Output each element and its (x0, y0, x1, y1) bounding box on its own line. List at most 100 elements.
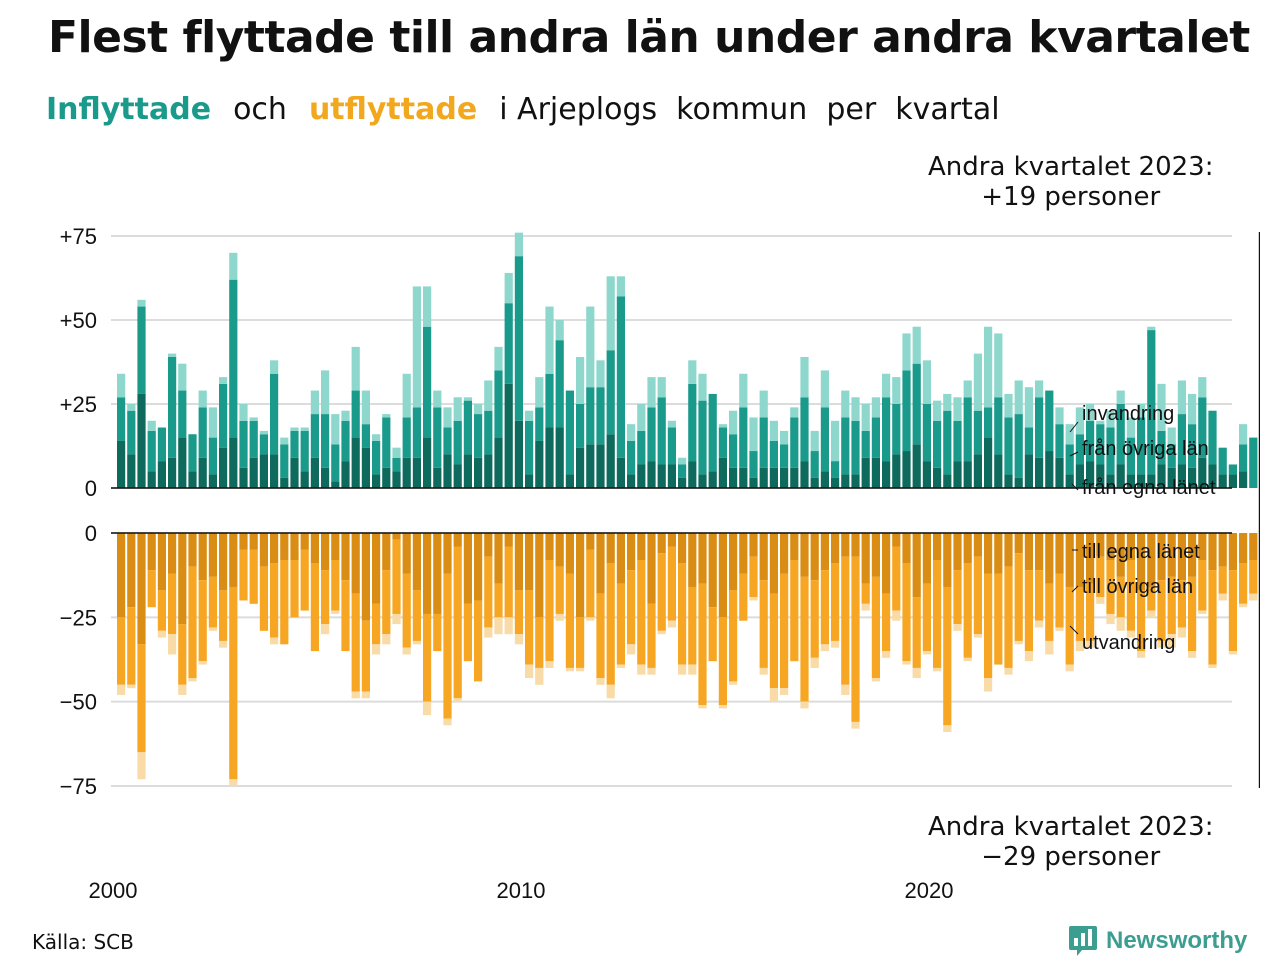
bar-out (902, 533, 911, 564)
subtitle-inflyttade: Inflyttade (46, 92, 212, 127)
bar-in (331, 414, 340, 445)
bar-in (616, 457, 625, 488)
bar-out (1045, 640, 1054, 655)
bar-in (994, 333, 1003, 398)
bar-out (739, 573, 748, 621)
bar-out (810, 657, 819, 668)
bar-out (1096, 556, 1105, 598)
bar-out (198, 661, 207, 665)
bar-in (892, 454, 901, 488)
bar-out (912, 597, 921, 668)
bar-out (1045, 583, 1054, 641)
bar-out (1177, 627, 1186, 638)
subtitle-och: och (233, 92, 287, 127)
bar-in (494, 346, 503, 371)
bar-out (912, 667, 921, 679)
bar-in (596, 387, 605, 445)
bar-out (525, 590, 534, 665)
bar-in (219, 377, 228, 384)
bar-in (484, 380, 493, 411)
bar-out (1147, 610, 1156, 618)
bar-in (790, 467, 799, 488)
bar-out (963, 533, 972, 564)
bar-out (137, 752, 146, 780)
series-label-out: till övriga län (1082, 576, 1193, 598)
bar-in (1065, 444, 1074, 475)
bar-out (127, 533, 136, 608)
bar-out (423, 533, 432, 614)
bar-out (249, 533, 258, 550)
x-tick-label: 2020 (905, 878, 954, 903)
bar-in (443, 427, 452, 455)
bar-out (708, 607, 717, 662)
bar-in (769, 420, 778, 441)
bar-out (372, 533, 381, 604)
bar-in (219, 447, 228, 488)
bar-in (892, 377, 901, 404)
bar-in (147, 430, 156, 472)
bar-in (780, 430, 789, 445)
annotation-bottom: Andra kvartalet 2023: −29 personer (928, 812, 1213, 872)
bar-out (729, 681, 738, 685)
bar-out (698, 533, 707, 584)
bar-out (321, 533, 330, 571)
bar-in (453, 420, 462, 465)
bar-out (963, 657, 972, 662)
bar-out (1055, 627, 1064, 631)
bar-in (412, 407, 421, 458)
bar-out (882, 651, 891, 658)
bar-in (137, 299, 146, 307)
bar-in (208, 437, 217, 475)
bar-in (831, 477, 840, 488)
series-label-in: från egna länet (1082, 477, 1216, 499)
bar-in (147, 420, 156, 431)
bar-in (759, 467, 768, 488)
bar-out (208, 576, 217, 628)
bar-out (616, 533, 625, 584)
bar-in (504, 383, 513, 488)
bar-out (657, 553, 666, 631)
bar-out (514, 590, 523, 635)
annotation-top: Andra kvartalet 2023: +19 personer (928, 152, 1213, 212)
bar-out (576, 667, 585, 672)
bar-out (1055, 533, 1064, 574)
bar-in (800, 356, 809, 398)
bar-in (433, 390, 442, 408)
bar-in (117, 373, 126, 398)
bar-out (239, 549, 248, 601)
bar-out (1014, 640, 1023, 645)
bar-in (780, 467, 789, 488)
bar-out (453, 698, 462, 702)
bar-out (443, 533, 452, 574)
bar-out (494, 583, 503, 618)
bar-out (1188, 533, 1197, 577)
bar-out (1208, 570, 1217, 665)
bar-out (259, 533, 268, 567)
bar-in (1065, 474, 1074, 488)
bar-out (627, 533, 636, 571)
bar-in (259, 454, 268, 488)
bar-out (351, 593, 360, 692)
bar-out (861, 533, 870, 584)
bar-out (922, 583, 931, 652)
source-note: Källa: SCB (32, 930, 134, 954)
bar-out (984, 573, 993, 679)
bar-out (280, 559, 289, 645)
bar-in (1198, 457, 1207, 488)
bar-out (586, 549, 595, 618)
bar-out (310, 533, 319, 564)
bar-out (769, 688, 778, 702)
bar-in (616, 276, 625, 297)
newsworthy-logo[interactable]: Newsworthy (1068, 924, 1247, 958)
bar-in (790, 417, 799, 468)
bar-out (1106, 533, 1115, 560)
bar-out (555, 566, 564, 614)
bar-in (208, 474, 217, 488)
bar-in (310, 457, 319, 488)
bar-in (1126, 474, 1135, 488)
bar-out (627, 570, 636, 645)
bar-out (137, 644, 146, 753)
bar-in (749, 477, 758, 488)
bar-out (219, 533, 228, 591)
bar-out (412, 590, 421, 641)
